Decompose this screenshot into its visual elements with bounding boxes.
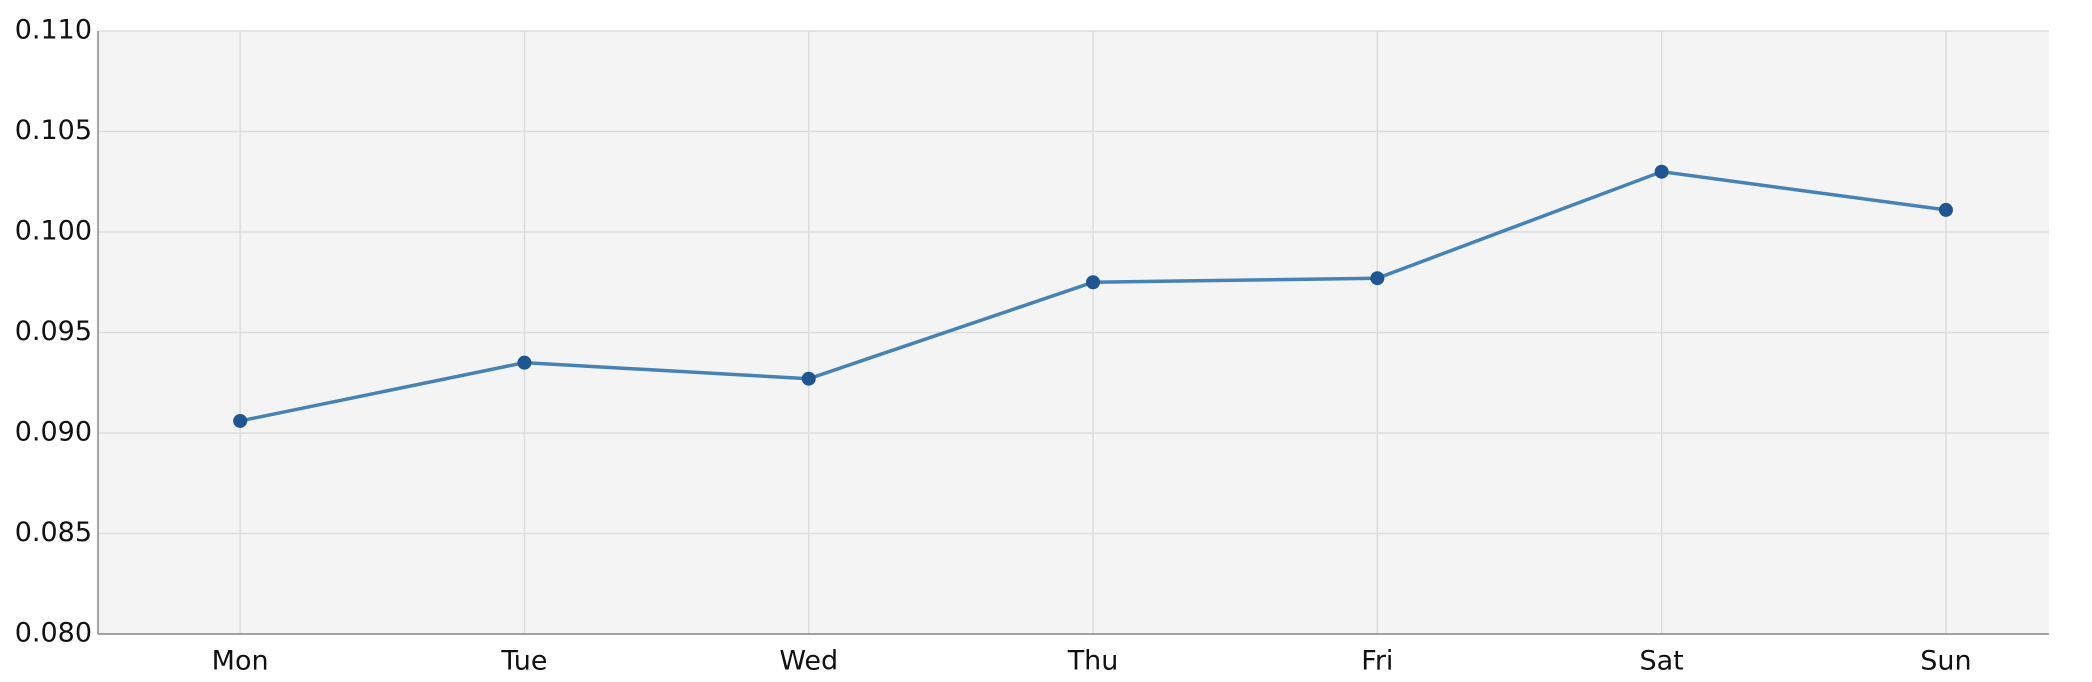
point <box>517 355 532 370</box>
y-tick-label: 0.095 <box>15 316 92 347</box>
point <box>1938 202 1953 217</box>
x-tick-label: Fri <box>1361 646 1393 677</box>
x-tick-label: Thu <box>1067 646 1119 677</box>
point <box>1370 271 1385 286</box>
point <box>233 413 248 428</box>
y-tick-label: 0.110 <box>15 15 92 46</box>
x-tick-label: Sun <box>1920 646 1971 677</box>
y-tick-label: 0.105 <box>15 115 92 146</box>
y-tick-label: 0.085 <box>15 517 92 548</box>
x-tick-label: Mon <box>212 646 269 677</box>
x-tick-label: Tue <box>500 646 547 677</box>
x-tick-label: Wed <box>779 646 838 677</box>
y-tick-label: 0.100 <box>15 216 92 247</box>
y-tick-label: 0.080 <box>15 618 92 649</box>
point <box>1654 164 1669 179</box>
point <box>1086 275 1101 290</box>
point <box>801 371 816 386</box>
x-tick-label: Sat <box>1640 646 1684 677</box>
y-tick-label: 0.090 <box>15 417 92 448</box>
